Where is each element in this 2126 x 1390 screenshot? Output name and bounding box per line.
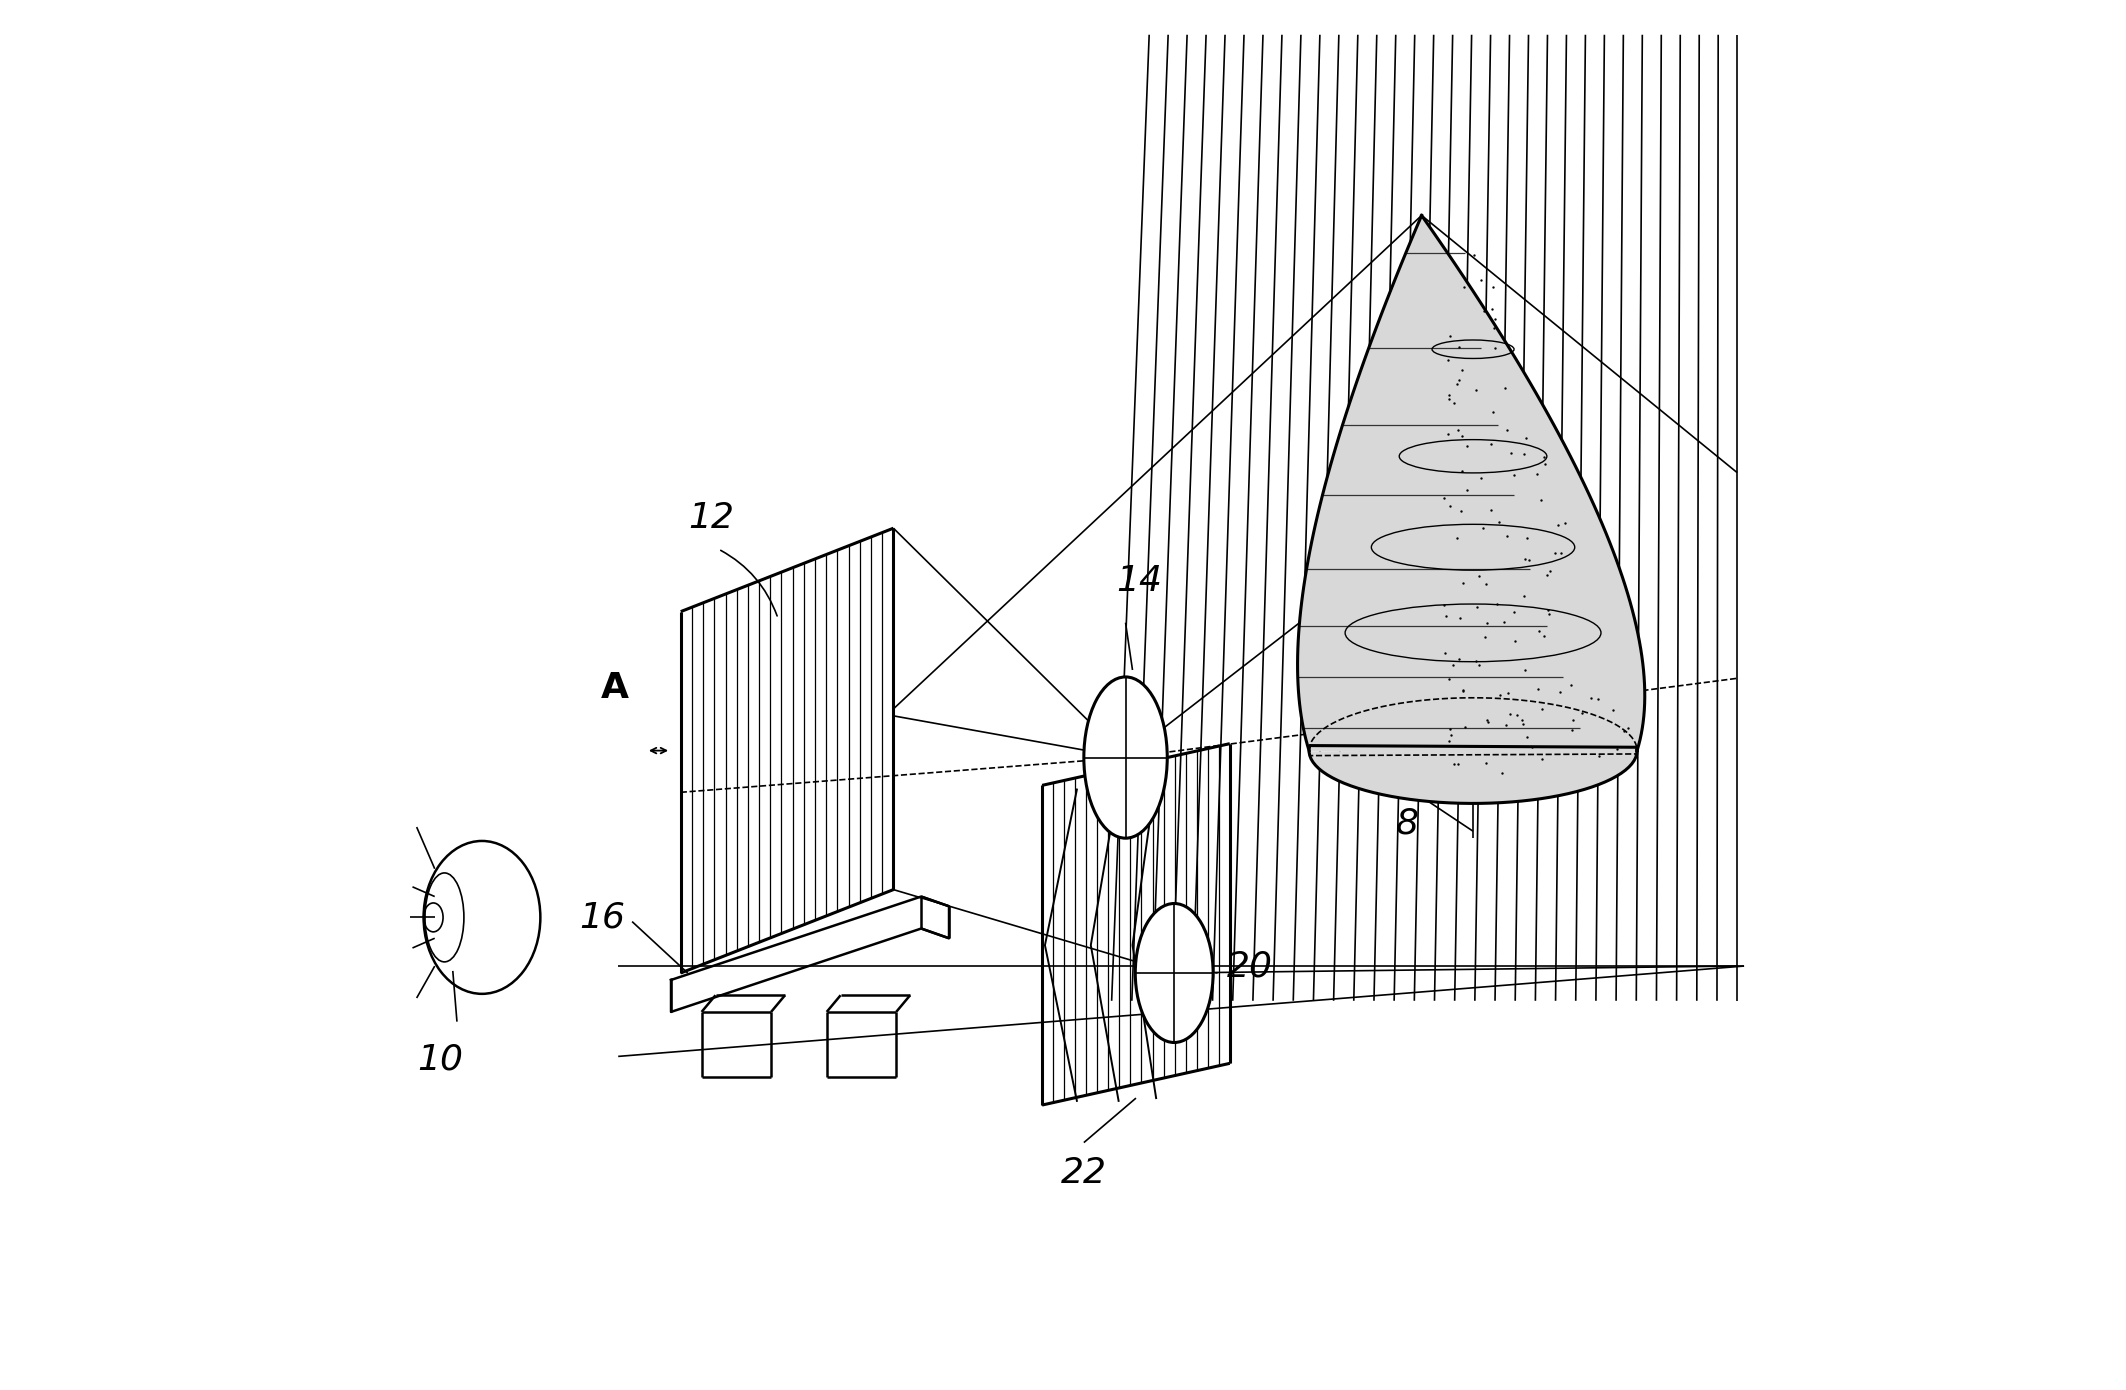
Ellipse shape [1084,677,1167,838]
Text: 10: 10 [417,1042,463,1076]
Text: 20: 20 [1227,949,1273,983]
Ellipse shape [1135,904,1214,1042]
Text: 8: 8 [1397,806,1420,840]
Text: A: A [602,671,629,705]
Text: 16: 16 [578,901,625,934]
Text: 14: 14 [1116,564,1163,598]
Text: 12: 12 [689,502,733,535]
Polygon shape [1297,215,1646,803]
Text: 22: 22 [1061,1156,1108,1190]
